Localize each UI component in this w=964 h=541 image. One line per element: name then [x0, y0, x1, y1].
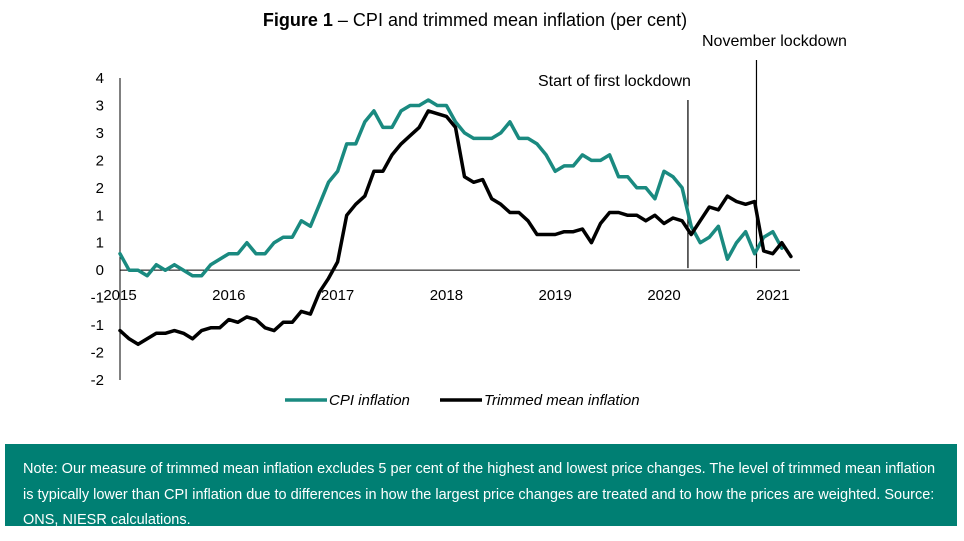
y-tick-label: 2 — [96, 180, 104, 197]
x-tick-label: 2017 — [321, 287, 354, 304]
x-tick-label: 2021 — [756, 287, 789, 304]
x-tick-labels: 2015 2016 2017 2018 2019 2020 2021 — [103, 287, 789, 304]
lockdown-annotations: Start of first lockdown November lockdown — [538, 33, 847, 269]
y-tick-label: 3 — [96, 125, 104, 142]
x-tick-label: 2018 — [430, 287, 463, 304]
y-tick-label: -2 — [91, 372, 104, 389]
y-tick-labels: 4 3 3 2 2 1 1 0 -1 -1 -2 -2 — [91, 70, 104, 389]
chart-axes — [119, 78, 800, 380]
cpi-inflation-line — [118, 98, 784, 278]
series-lines — [118, 98, 793, 347]
figure-title: Figure 1 – CPI and trimmed mean inflatio… — [0, 10, 950, 31]
trimmed-mean-inflation-line — [118, 109, 793, 347]
annotation-label: November lockdown — [702, 33, 847, 50]
figure-caption: – CPI and trimmed mean inflation (per ce… — [332, 10, 688, 30]
y-tick-label: 4 — [96, 70, 104, 87]
y-tick-label: 1 — [96, 235, 104, 252]
x-tick-label: 2019 — [539, 287, 572, 304]
x-tick-label: 2020 — [647, 287, 680, 304]
legend-label-cpi: CPI inflation — [329, 392, 410, 409]
y-tick-label: 0 — [96, 262, 104, 279]
figure-number: Figure 1 — [262, 10, 333, 30]
y-tick-label: -1 — [91, 317, 104, 334]
chart-note: Note: Our measure of trimmed mean inflat… — [5, 444, 957, 526]
inflation-chart: 4 3 3 2 2 1 1 0 -1 -1 -2 -2 2015 2016 2017 2018 2019 202… — [91, 33, 847, 409]
chart-legend: CPI inflation Trimmed mean inflation — [285, 392, 640, 409]
y-tick-label: 1 — [96, 207, 104, 224]
legend-label-trimmed: Trimmed mean inflation — [484, 392, 640, 409]
y-tick-label: 2 — [96, 152, 104, 169]
annotation-label: Start of first lockdown — [538, 73, 691, 90]
y-tick-label: 3 — [96, 97, 104, 114]
y-tick-label: -1 — [91, 290, 104, 307]
y-tick-label: -2 — [91, 345, 104, 362]
x-tick-label: 2015 — [103, 287, 136, 304]
x-tick-label: 2016 — [212, 287, 245, 304]
